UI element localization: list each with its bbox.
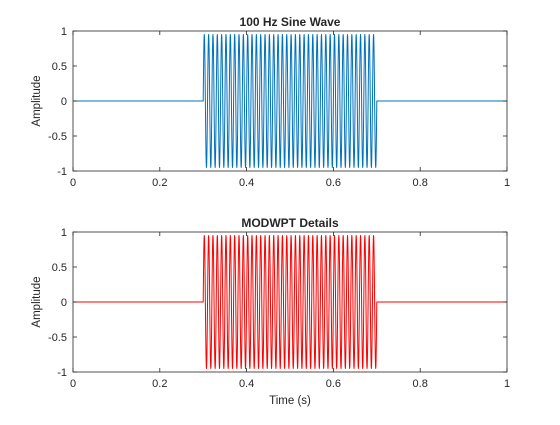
x-tick-label: 0.2 bbox=[152, 177, 167, 189]
x-tick-label: 0.4 bbox=[239, 378, 254, 390]
x-tick-label: 0 bbox=[70, 177, 76, 189]
y-tick-label: 0 bbox=[61, 297, 67, 309]
y-tick-label: 0.5 bbox=[52, 61, 67, 73]
x-tick-label: 0.8 bbox=[413, 378, 428, 390]
y-tick-label: 1 bbox=[61, 227, 67, 239]
y-tick-label: 1 bbox=[61, 26, 67, 38]
x-tick-label: 0.2 bbox=[152, 378, 167, 390]
x-tick-label: 0 bbox=[70, 378, 76, 390]
series-line-1 bbox=[72, 34, 508, 168]
y-tick-label: -0.5 bbox=[48, 332, 67, 344]
series-line-1 bbox=[72, 235, 508, 369]
y-tick-label: -1 bbox=[57, 367, 67, 379]
y-tick-label: -1 bbox=[57, 166, 67, 178]
x-tick-label: 0.8 bbox=[413, 177, 428, 189]
chart-title: 100 Hz Sine Wave bbox=[240, 15, 341, 29]
axes-2: 0 0.2 0.4 0.6 0.8 1 1 0.5 0 -0.5 -1 MODWPT Details A… bbox=[31, 216, 510, 407]
y-tick-label: 0.5 bbox=[52, 262, 67, 274]
x-tick-label: 0.6 bbox=[326, 378, 341, 390]
x-tick-label: 1 bbox=[504, 378, 510, 390]
axes-1: 0 0.2 0.4 0.6 0.8 1 1 0.5 0 -0.5 -1 100 Hz Sine Wav… bbox=[31, 15, 510, 189]
y-axis-label: Amplitude bbox=[31, 75, 43, 126]
x-tick-label: 0.6 bbox=[326, 177, 341, 189]
y-tick-label: -0.5 bbox=[48, 131, 67, 143]
x-axis-label: Time (s) bbox=[269, 395, 311, 407]
x-tick-label: 1 bbox=[504, 177, 510, 189]
y-tick-label: 0 bbox=[61, 96, 67, 108]
y-axis-label: Amplitude bbox=[31, 276, 43, 327]
x-tick-label: 0.4 bbox=[239, 177, 254, 189]
chart-title: MODWPT Details bbox=[241, 216, 339, 230]
